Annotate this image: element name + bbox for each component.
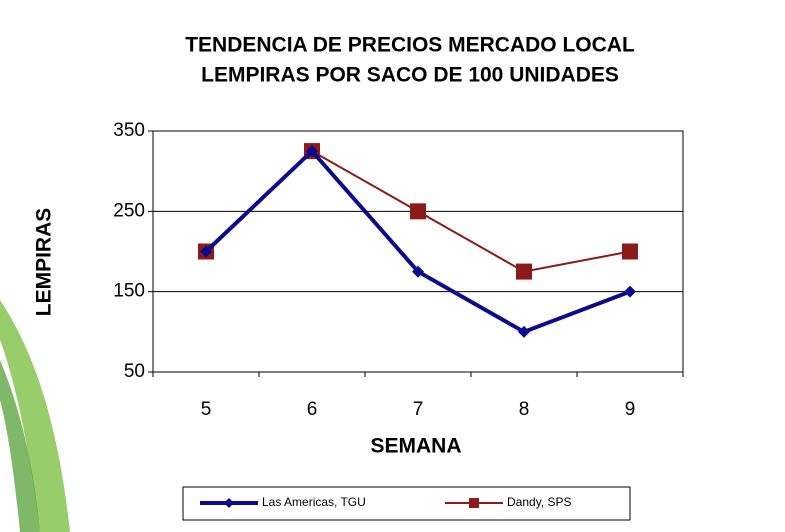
marker: [224, 498, 234, 508]
decoration: [0, 300, 70, 532]
chart-title: LEMPIRAS POR SACO DE 100 UNIDADES: [201, 64, 619, 87]
x-tick-label: 5: [201, 399, 212, 420]
x-axis-label: SEMANA: [370, 435, 461, 458]
marker: [624, 285, 636, 298]
marker: [516, 263, 532, 280]
y-tick-label: 50: [124, 361, 145, 382]
x-tick-label: 6: [307, 399, 318, 420]
marker: [412, 265, 424, 278]
y-tick-label: 150: [113, 281, 145, 302]
y-tick-label: 350: [113, 120, 145, 141]
marker: [200, 245, 212, 258]
legend-label: Dandy, SPS: [507, 495, 571, 509]
marker: [622, 243, 638, 260]
chart-title: TENDENCIA DE PRECIOS MERCADO LOCAL: [185, 34, 635, 57]
plot-area: [152, 130, 684, 373]
marker: [306, 145, 318, 158]
series-line: [204, 148, 631, 335]
marker: [410, 203, 426, 220]
marker: [518, 325, 530, 338]
decoration: [0, 360, 40, 532]
x-tick-label: 7: [413, 399, 424, 420]
legend-label: Las Americas, TGU: [262, 495, 366, 509]
x-tick-label: 9: [625, 399, 636, 420]
y-tick-label: 250: [113, 200, 145, 221]
x-tick-label: 8: [519, 399, 530, 420]
marker: [469, 498, 479, 508]
y-axis-label: LEMPIRAS: [33, 208, 56, 317]
